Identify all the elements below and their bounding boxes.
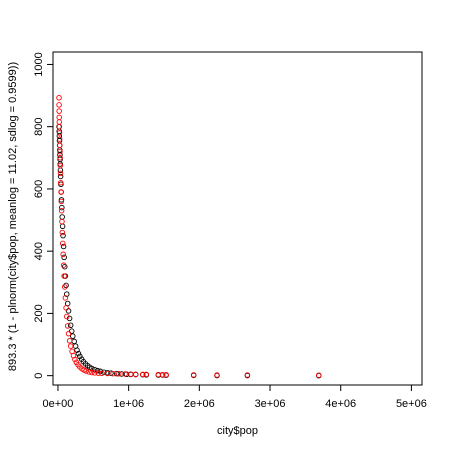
- x-tick-label: 4e+06: [325, 398, 356, 410]
- data-point: [63, 305, 69, 311]
- data-point: [57, 170, 64, 177]
- data-point: [58, 198, 65, 205]
- data-point: [143, 371, 150, 378]
- data-point: [63, 282, 69, 289]
- data-point: [61, 263, 68, 270]
- data-point: [89, 369, 95, 376]
- data-point: [67, 322, 74, 329]
- data-point: [99, 370, 105, 377]
- x-axis: 0e+00 1e+06 2e+06 3e+06 4e+06 5e+06: [42, 385, 427, 410]
- data-point: [122, 371, 128, 377]
- data-point: [60, 251, 66, 258]
- data-point: [61, 254, 67, 261]
- data-point: [60, 243, 67, 250]
- y-tick-label: 600: [33, 180, 45, 198]
- data-point: [190, 372, 197, 378]
- series-1: [56, 94, 322, 378]
- data-point: [57, 173, 64, 180]
- data-point: [86, 369, 92, 375]
- plot-frame: [52, 51, 423, 386]
- data-point: [214, 372, 220, 378]
- data-point: [91, 370, 98, 376]
- data-point: [316, 372, 322, 378]
- data-point: [67, 343, 74, 349]
- data-point: [59, 204, 65, 211]
- y-tick-label: 800: [33, 118, 45, 136]
- data-point: [60, 240, 66, 247]
- data-point: [57, 162, 64, 169]
- data-point: [64, 323, 71, 329]
- data-point: [115, 371, 122, 377]
- data-point: [244, 372, 251, 378]
- y-tick-label: 1000: [33, 52, 45, 76]
- data-point: [60, 232, 66, 239]
- data-point: [83, 368, 89, 374]
- data-point: [163, 371, 169, 378]
- data-point: [56, 136, 63, 142]
- data-point: [56, 123, 63, 130]
- data-point: [59, 218, 65, 225]
- data-point: [58, 179, 64, 186]
- data-point: [72, 356, 78, 363]
- data-point: [62, 295, 69, 301]
- data-point: [75, 350, 82, 357]
- data-point: [89, 365, 95, 372]
- data-point: [56, 108, 62, 114]
- data-point: [159, 371, 166, 378]
- data-point: [57, 155, 63, 161]
- data-point: [61, 284, 68, 290]
- data-point: [95, 370, 101, 376]
- data-point: [77, 353, 83, 360]
- data-point: [110, 370, 116, 377]
- data-point: [64, 313, 70, 320]
- data-point: [57, 142, 63, 149]
- data-point: [57, 148, 63, 155]
- x-tick-label: 5e+06: [396, 398, 427, 410]
- data-point: [70, 333, 76, 339]
- y-axis-title: 893.3 * (1 - plnorm(city$pop, meanlog = …: [7, 62, 19, 371]
- x-tick-label: 2e+06: [184, 398, 215, 410]
- y-tick-label: 400: [33, 242, 45, 260]
- points-layer: [56, 94, 322, 379]
- data-point: [56, 130, 63, 136]
- data-point: [104, 370, 111, 377]
- x-axis-title: city$pop: [217, 425, 258, 437]
- data-point: [66, 338, 73, 344]
- data-point: [56, 102, 62, 108]
- data-point: [132, 371, 139, 378]
- y-tick-label: 200: [33, 304, 45, 322]
- data-point: [108, 370, 114, 376]
- data-point: [140, 371, 146, 378]
- data-point: [60, 262, 67, 268]
- y-axis: 0 200 400 600 800 1000: [33, 52, 53, 379]
- y-tick-label: 0: [33, 373, 45, 379]
- x-tick-label: 3e+06: [255, 398, 286, 410]
- data-point: [58, 189, 64, 195]
- data-point: [65, 330, 72, 337]
- x-tick-label: 0e+00: [42, 398, 73, 410]
- data-point: [74, 347, 80, 353]
- data-point: [58, 207, 65, 214]
- x-tick-label: 1e+06: [113, 398, 144, 410]
- data-point: [59, 229, 66, 236]
- data-point: [91, 367, 98, 373]
- data-point: [61, 273, 67, 279]
- data-point: [56, 94, 62, 101]
